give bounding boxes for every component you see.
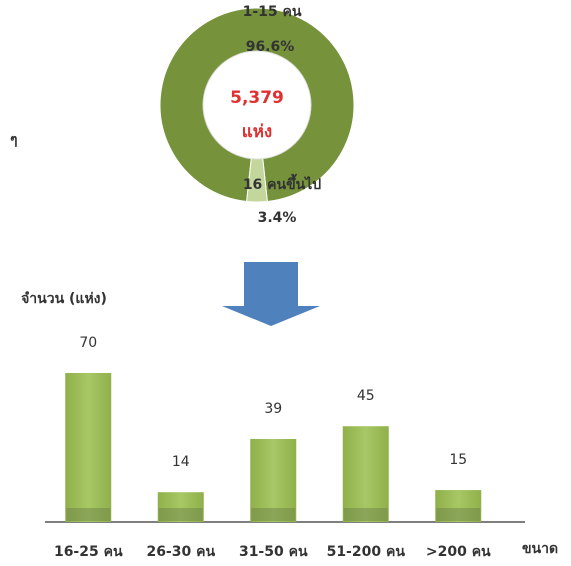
bar: [65, 373, 111, 522]
value-label: 39: [264, 401, 282, 417]
x-tick-label: 16-25 คน: [54, 544, 123, 560]
x-tick-label: >200 คน: [426, 544, 491, 560]
bar-chart: 70 16-25 คน 14 26-30 คน 39 31-50 คน 45 51-200 ค…: [54, 335, 491, 560]
bar-building: [344, 508, 388, 521]
value-label: 15: [449, 452, 467, 468]
x-axis-label: ขนาด: [522, 541, 558, 557]
side-fragment: ๆ: [10, 132, 18, 148]
x-tick-label: 31-50 คน: [239, 544, 308, 560]
slice-value-label: 96.6%: [246, 39, 295, 55]
slice-label: 1-15 คน: [243, 4, 302, 20]
bar-building: [436, 508, 480, 521]
center-value: 5,379: [230, 88, 284, 108]
value-label: 14: [172, 454, 190, 470]
down-arrow: [222, 262, 320, 326]
bar-building: [159, 508, 203, 521]
slice-value-label: 3.4%: [258, 210, 297, 226]
bar: [343, 426, 389, 522]
y-axis-label: จำนวน (แห่ง): [21, 291, 107, 307]
value-label: 45: [357, 388, 375, 404]
center-unit: แห่ง: [242, 122, 272, 142]
bar-building: [251, 508, 295, 521]
x-tick-label: 51-200 คน: [327, 544, 406, 560]
value-label: 70: [79, 335, 97, 351]
infographic: ๆ 5,379 แห่ง 1-15 คน 96.6% 16 คนขึ้นไป 3…: [0, 0, 571, 566]
x-tick-label: 26-30 คน: [146, 544, 215, 560]
bar-building: [66, 508, 110, 521]
